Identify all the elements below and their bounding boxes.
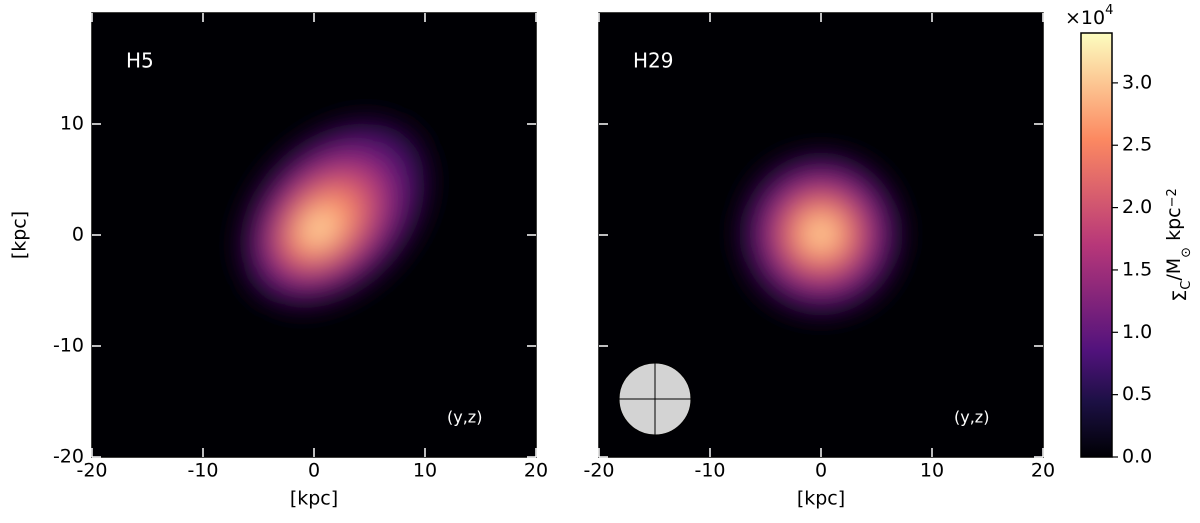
colorbar-tick-label: 0.0 xyxy=(1122,446,1152,468)
y-tick-label: -10 xyxy=(53,335,84,357)
y-tick-label: 10 xyxy=(60,113,84,135)
x-tick-label: -10 xyxy=(187,460,218,482)
projection-label: (y,z) xyxy=(447,408,482,427)
x-tick-label: -10 xyxy=(694,460,725,482)
x-tick-label: 0 xyxy=(815,460,827,482)
colorbar-tick-label: 3.0 xyxy=(1122,71,1152,93)
panel-label: H29 xyxy=(633,49,674,73)
colorbar-label-part: /M xyxy=(1163,258,1185,281)
colorbar-tick-label: 1.5 xyxy=(1122,258,1152,280)
colorbar-tick-label: 2.0 xyxy=(1122,196,1152,218)
x-tick-label: -20 xyxy=(76,460,107,482)
colorbar-label-part: Σ xyxy=(1169,290,1191,302)
x-tick-label: 20 xyxy=(524,460,548,482)
beam-marker xyxy=(618,362,692,436)
x-axis-label: [kpc] xyxy=(797,488,845,510)
colorbar-tick-label: 0.5 xyxy=(1122,383,1152,405)
x-tick-label: 20 xyxy=(1031,460,1055,482)
x-tick-label: 0 xyxy=(308,460,320,482)
x-tick-label: -20 xyxy=(583,460,614,482)
y-tick-label: -20 xyxy=(53,446,84,468)
multiplier-base: ×10 xyxy=(1065,7,1105,29)
colorbar-label-part: C xyxy=(1179,281,1194,290)
density-map xyxy=(737,150,905,318)
colorbar-label-part: kpc xyxy=(1163,207,1185,247)
colorbar-tick-label: 1.0 xyxy=(1122,321,1152,343)
x-tick-label: 10 xyxy=(920,460,944,482)
colorbar-label: ΣC/M⊙ kpc−2 xyxy=(1163,188,1194,302)
y-tick-label: 0 xyxy=(72,224,84,246)
x-axis-label: [kpc] xyxy=(290,488,338,510)
multiplier-exponent: 4 xyxy=(1105,3,1113,18)
colorbar-label-part: −2 xyxy=(1165,188,1180,207)
colorbar-multiplier: ×104 xyxy=(1065,3,1113,29)
colorbar-label-part: ⊙ xyxy=(1179,247,1194,258)
projection-label: (y,z) xyxy=(954,408,989,427)
y-axis-label: [kpc] xyxy=(9,211,31,259)
panel-label: H5 xyxy=(126,49,154,73)
density-map xyxy=(237,113,435,311)
colorbar-tick-label: 2.5 xyxy=(1122,134,1152,156)
x-tick-label: 10 xyxy=(413,460,437,482)
colorbar xyxy=(1080,32,1113,458)
